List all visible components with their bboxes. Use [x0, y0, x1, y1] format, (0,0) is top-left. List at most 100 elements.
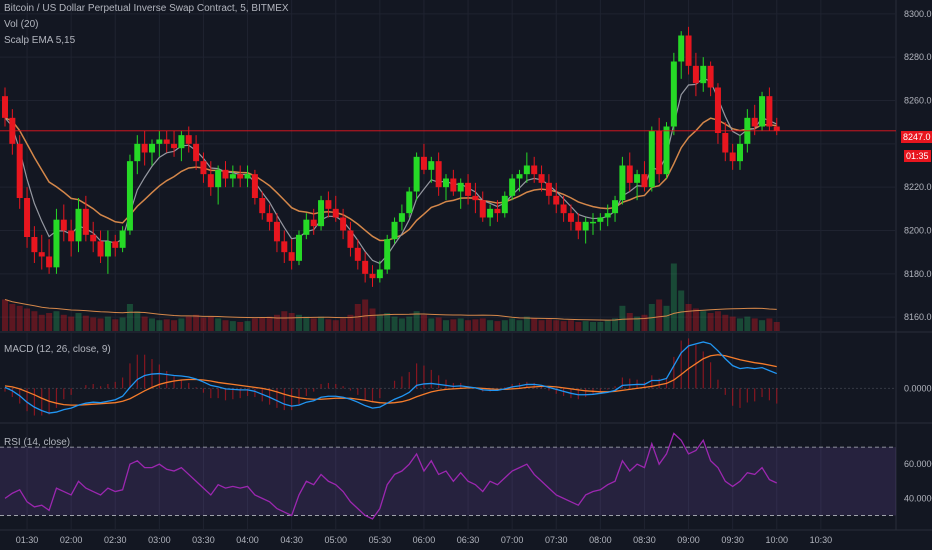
candle-body[interactable] [60, 219, 67, 231]
candle-body[interactable] [2, 96, 8, 118]
candle-body[interactable] [126, 161, 133, 231]
candle-body[interactable] [494, 208, 501, 214]
candle-body[interactable] [178, 135, 185, 149]
candle-body[interactable] [82, 208, 89, 235]
candle-body[interactable] [626, 165, 633, 183]
candle-body[interactable] [134, 143, 141, 162]
candle-body[interactable] [700, 65, 707, 84]
macd-indicator-label[interactable]: MACD (12, 26, close, 9) [4, 344, 111, 355]
candle-body[interactable] [575, 221, 582, 231]
ema-indicator-label[interactable]: Scalp EMA 5,15 [4, 35, 76, 46]
candle-body[interactable] [229, 174, 236, 179]
candle-body[interactable] [604, 213, 611, 218]
candle-body[interactable] [185, 135, 192, 144]
candle-body[interactable] [200, 161, 207, 175]
candle-body[interactable] [296, 234, 302, 261]
candle-body[interactable] [119, 230, 126, 248]
candle-body[interactable] [266, 213, 273, 222]
candle-body[interactable] [332, 208, 339, 218]
symbol-title[interactable]: Bitcoin / US Dollar Perpetual Inverse Sw… [4, 3, 289, 14]
candle-body[interactable] [413, 156, 420, 192]
candle-body[interactable] [97, 241, 104, 257]
candle-body[interactable] [560, 204, 567, 214]
candle-body[interactable] [737, 143, 743, 162]
candle-body[interactable] [663, 126, 670, 175]
candle-body[interactable] [656, 130, 663, 175]
candle-body[interactable] [597, 217, 604, 222]
candles[interactable] [2, 26, 780, 287]
candle-body[interactable] [648, 130, 655, 188]
candle-body[interactable] [90, 234, 97, 242]
candle-body[interactable] [340, 217, 347, 231]
candle-body[interactable] [354, 247, 361, 261]
candle-body[interactable] [171, 143, 178, 149]
candle-body[interactable] [259, 198, 266, 214]
candle-body[interactable] [707, 65, 714, 88]
candle-body[interactable] [215, 169, 222, 188]
candle-body[interactable] [516, 174, 523, 179]
candle-body[interactable] [501, 195, 508, 214]
candle-body[interactable] [303, 219, 310, 235]
candle-body[interactable] [347, 230, 354, 248]
candle-body[interactable] [479, 200, 486, 218]
candle-body[interactable] [773, 126, 780, 131]
candle-body[interactable] [465, 182, 472, 196]
candle-body[interactable] [722, 133, 729, 153]
candle-body[interactable] [156, 139, 163, 144]
candle-body[interactable] [384, 239, 391, 270]
candle-body[interactable] [531, 165, 538, 175]
candle-body[interactable] [193, 143, 200, 162]
candle-body[interactable] [435, 161, 442, 188]
candle-body[interactable] [141, 143, 148, 153]
candle-body[interactable] [24, 198, 31, 237]
candle-body[interactable] [310, 219, 317, 227]
candle-body[interactable] [38, 252, 45, 257]
candle-body[interactable] [487, 208, 494, 218]
candle-body[interactable] [251, 174, 258, 198]
rsi-indicator-label[interactable]: RSI (14, close) [4, 437, 71, 448]
candle-body[interactable] [112, 241, 119, 248]
candle-body[interactable] [163, 139, 170, 144]
candle-body[interactable] [325, 200, 332, 209]
candle-body[interactable] [16, 143, 23, 198]
candle-body[interactable] [237, 174, 244, 179]
candle-body[interactable] [751, 117, 758, 127]
candle-body[interactable] [149, 143, 155, 153]
candle-body[interactable] [318, 200, 325, 227]
candle-body[interactable] [472, 195, 479, 201]
candle-body[interactable] [582, 221, 589, 231]
candle-body[interactable] [207, 174, 214, 188]
candle-body[interactable] [428, 161, 435, 170]
candle-body[interactable] [729, 152, 736, 162]
candle-body[interactable] [457, 182, 464, 192]
candle-body[interactable] [678, 35, 685, 62]
candle-body[interactable] [420, 156, 427, 170]
candle-body[interactable] [634, 174, 641, 183]
candle-body[interactable] [273, 221, 280, 242]
candle-body[interactable] [376, 269, 383, 279]
candle-body[interactable] [369, 273, 376, 279]
candle-body[interactable] [362, 260, 369, 274]
candle-body[interactable] [31, 237, 38, 253]
candle-body[interactable] [288, 252, 295, 261]
candle-body[interactable] [692, 65, 699, 84]
candle-body[interactable] [567, 213, 574, 222]
candle-body[interactable] [766, 96, 773, 127]
candle-body[interactable] [553, 195, 560, 205]
candle-body[interactable] [714, 87, 721, 134]
candle-body[interactable] [509, 178, 516, 196]
candle-body[interactable] [104, 241, 111, 257]
candle-body[interactable] [75, 208, 82, 242]
candle-body[interactable] [443, 178, 449, 188]
candle-body[interactable] [398, 213, 405, 222]
candle-body[interactable] [538, 174, 545, 183]
candle-body[interactable] [68, 230, 75, 242]
candle-body[interactable] [450, 178, 457, 192]
candle-body[interactable] [670, 61, 677, 127]
candle-body[interactable] [406, 191, 413, 214]
candle-body[interactable] [391, 221, 398, 240]
candle-body[interactable] [685, 35, 692, 66]
candle-body[interactable] [53, 219, 60, 268]
volume-indicator-label[interactable]: Vol (20) [4, 19, 39, 30]
